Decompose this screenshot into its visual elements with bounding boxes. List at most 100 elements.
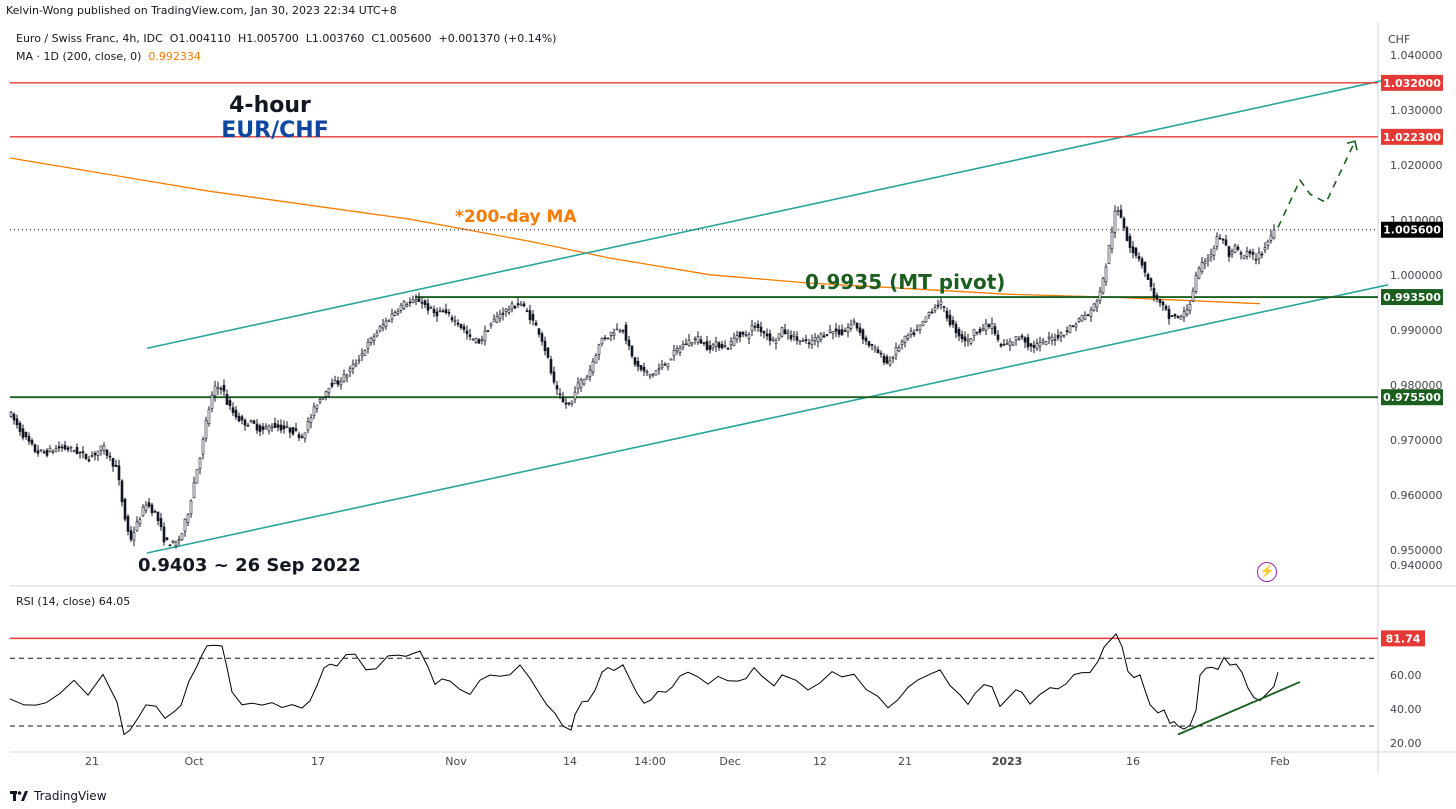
candle (933, 304, 937, 314)
candle (768, 329, 772, 346)
candle-body (1092, 303, 1096, 311)
candle-body (1206, 257, 1210, 261)
candle (960, 330, 964, 343)
candle (123, 497, 127, 522)
candle-body (561, 396, 565, 403)
flash-icon[interactable]: ⚡ (1257, 562, 1277, 582)
candle-body (267, 425, 271, 432)
candle (927, 311, 931, 320)
candle (309, 414, 313, 429)
candle-body (324, 391, 328, 397)
ma-legend[interactable]: MA · 1D (200, close, 0) 0.992334 (16, 50, 201, 63)
candle-body (1182, 311, 1186, 318)
candle (681, 340, 685, 351)
candle-body (1200, 262, 1204, 272)
candle-body (822, 335, 826, 338)
candle (798, 340, 802, 345)
candle (54, 444, 58, 453)
candle-body (792, 334, 796, 337)
candle-body (852, 320, 856, 323)
moving-average-layer (9, 157, 1261, 305)
candle-body (1023, 337, 1027, 343)
candle-body (1005, 343, 1009, 345)
price-tag-pivot: 0.993500 (1383, 291, 1441, 304)
candle-body (870, 344, 874, 346)
candle-body (1188, 304, 1192, 311)
candle (369, 336, 373, 346)
candle (1077, 317, 1081, 324)
candle-body (315, 404, 319, 409)
candle-body (135, 521, 139, 531)
candle-body (264, 426, 268, 430)
candle (69, 446, 73, 453)
candle-body (750, 325, 754, 332)
candle-body (309, 417, 313, 423)
pivot-annotation: 0.9935 (MT pivot) (805, 270, 1005, 294)
candle (849, 319, 853, 332)
candle (66, 445, 70, 453)
candle (1176, 314, 1180, 319)
candle-body (282, 425, 286, 430)
rsi-trendline (1177, 681, 1301, 736)
candle (96, 450, 100, 461)
candle (603, 334, 607, 341)
candle-body (864, 337, 868, 342)
candle-body (747, 334, 751, 339)
candle-body (246, 425, 250, 427)
candle (936, 299, 940, 310)
candle-body (99, 445, 103, 451)
candle-body (648, 373, 652, 377)
candle-body (894, 347, 898, 356)
candle-body (972, 328, 976, 337)
candle-body (546, 347, 550, 358)
candle (600, 337, 604, 347)
candle-body (840, 329, 844, 336)
candle (429, 305, 433, 309)
rsi-tick-label: 20.00 (1390, 737, 1422, 750)
candle (1218, 234, 1222, 240)
candle-body (321, 397, 325, 400)
candle (471, 338, 475, 342)
candle (402, 300, 406, 311)
candle (294, 422, 298, 433)
candle-body (519, 303, 523, 307)
candle (12, 412, 16, 425)
candle-body (303, 432, 307, 439)
candle (291, 427, 295, 436)
candle-body (1095, 300, 1099, 308)
candle (1122, 216, 1126, 232)
candle-body (861, 329, 865, 340)
candle-body (669, 358, 673, 361)
candle-body (369, 337, 373, 343)
symbol-legend[interactable]: Euro / Swiss Franc, 4h, IDC O1.004110 H1… (16, 32, 556, 45)
candle (1215, 232, 1219, 251)
candle (729, 337, 733, 350)
candle-body (612, 332, 616, 336)
candle (717, 341, 721, 351)
candle (549, 355, 553, 376)
candle (1248, 249, 1252, 258)
candle (645, 369, 649, 377)
candle (1263, 242, 1267, 254)
candle (1173, 313, 1177, 320)
candle (762, 330, 766, 339)
candle (981, 324, 985, 332)
candle-body (771, 338, 775, 341)
candle-body (528, 310, 532, 321)
footer[interactable]: TradingView (10, 789, 107, 803)
candle (720, 340, 724, 350)
candle (633, 356, 637, 367)
candle (1062, 334, 1066, 338)
candle-body (567, 402, 571, 405)
candle-body (693, 338, 697, 341)
candle-body (1146, 274, 1150, 280)
candle (300, 433, 304, 439)
candle-body (453, 319, 457, 322)
candle-body (87, 459, 91, 462)
candle (507, 305, 511, 315)
candle-body (882, 355, 886, 363)
candle-body (936, 304, 940, 307)
candle-body (75, 447, 79, 455)
candle-body (1257, 252, 1261, 260)
